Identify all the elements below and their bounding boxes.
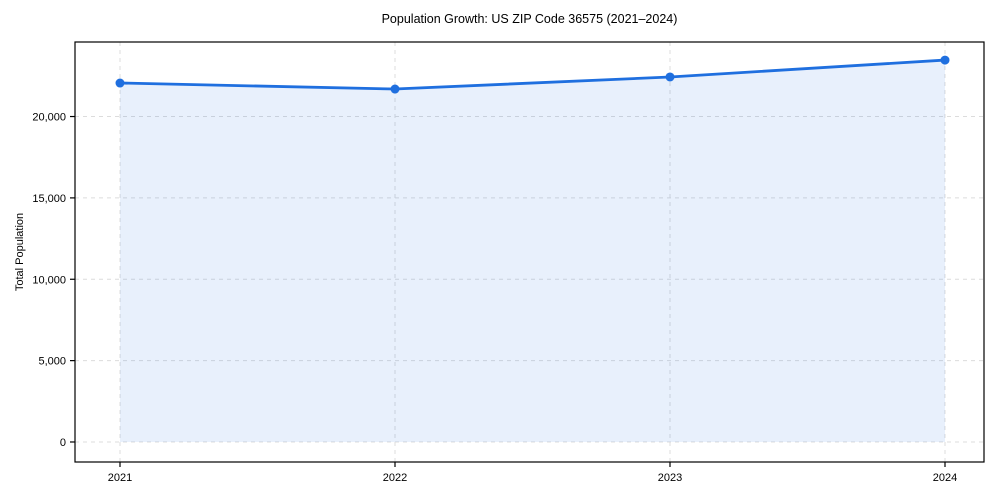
data-point	[665, 72, 675, 82]
y-tick-label: 0	[60, 437, 66, 449]
y-tick-label: 10,000	[32, 274, 66, 286]
data-point	[390, 84, 400, 94]
chart-title: Population Growth: US ZIP Code 36575 (20…	[381, 12, 678, 26]
area-fill	[120, 60, 945, 442]
x-tick-label: 2022	[383, 472, 407, 484]
x-tick-label: 2023	[658, 472, 682, 484]
y-tick-label: 5,000	[38, 356, 66, 368]
data-line	[118, 58, 947, 91]
x-tick-label: 2021	[108, 472, 132, 484]
x-tick-label: 2024	[933, 472, 957, 484]
y-tick-label: 15,000	[32, 193, 66, 205]
data-point	[940, 55, 950, 65]
data-point	[115, 78, 125, 88]
y-tick-label: 20,000	[32, 112, 66, 124]
axis-spines	[74, 41, 985, 463]
